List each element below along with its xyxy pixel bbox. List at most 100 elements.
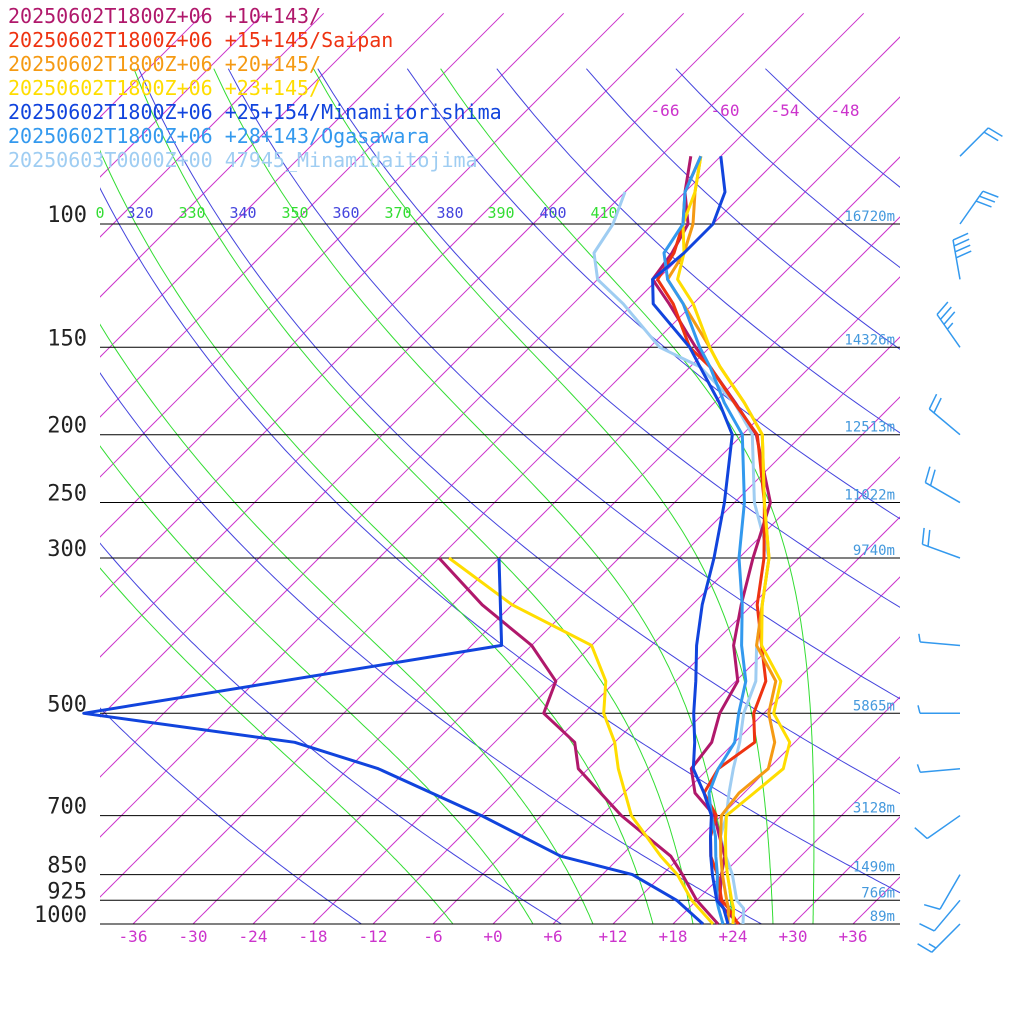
dry-adiabat-line (317, 68, 900, 608)
x-tick-label: -18 (299, 927, 328, 946)
theta-label: 330 (178, 204, 205, 222)
wind-barb-flag (924, 466, 931, 483)
dry-adiabat-line (100, 542, 562, 924)
wind-barb-flag (955, 250, 972, 259)
x-tick-label: +6 (543, 927, 562, 946)
isotherm-top-label: -60 (711, 101, 740, 120)
wind-barb-half-flag (917, 705, 921, 714)
isotherm-line (100, 12, 625, 538)
wind-barb-flag (982, 190, 999, 198)
theta-label: 380 (436, 204, 463, 222)
wind-barb-flag (927, 529, 931, 547)
moist-adiabat-line (100, 567, 454, 924)
theta-label: 0 (95, 204, 104, 222)
isotherm-line (100, 12, 805, 718)
wind-barb-flag (923, 903, 941, 910)
wind-barbs (914, 127, 1003, 953)
isotherm-line (100, 12, 865, 778)
moist-adiabat-line (100, 323, 594, 924)
wind-barb-flag (983, 131, 999, 142)
moist-adiabat-line (100, 149, 654, 924)
isotherm-line (372, 396, 900, 924)
temperature-line (676, 155, 792, 925)
theta-label: 370 (384, 204, 411, 222)
x-tick-label: -30 (179, 927, 208, 946)
wind-barb-staff (928, 408, 961, 436)
wind-barb-flag (943, 311, 956, 325)
wind-barb-flag (975, 200, 992, 208)
wind-barb-flag (952, 232, 969, 241)
legend-entry: 20250602T1800Z+06 +20+145/ (8, 52, 321, 76)
theta-label: 410 (590, 204, 617, 222)
wind-barb-half-flag (916, 764, 921, 773)
dry-adiabat-line (496, 68, 900, 434)
wind-barb-flag (914, 827, 928, 840)
x-tick-label: +12 (599, 927, 628, 946)
wind-barb-half-flag (946, 322, 954, 330)
wind-barb-staff (933, 899, 961, 932)
wind-barb-staff (952, 239, 961, 280)
theta-label: 320 (126, 204, 153, 222)
pressure-label: 850 (47, 854, 87, 879)
moist-adiabat-line (213, 68, 734, 924)
legend-entry: 20250602T1800Z+06 +15+145/Saipan (8, 28, 393, 52)
isotherm-line (100, 36, 900, 838)
x-tick-label: +0 (483, 927, 502, 946)
theta-label: 350 (281, 204, 308, 222)
isotherm-line (852, 876, 900, 924)
height-label: 11022m (844, 488, 895, 504)
isotherm-line (732, 756, 900, 924)
wind-barb-staff (959, 190, 984, 225)
pressure-label: 700 (47, 795, 87, 820)
legend-entry: 20250602T1800Z+06 +10+143/ (8, 4, 321, 28)
height-label: 5865m (853, 698, 895, 714)
height-label: 16720m (844, 209, 895, 225)
pressure-label: 1000 (34, 903, 87, 928)
height-label: 14326m (844, 332, 895, 348)
height-label: 89m (870, 909, 895, 925)
isotherm-line (192, 216, 900, 924)
legend: 20250602T1800Z+06 +10+143/20250602T1800Z… (8, 4, 502, 172)
isotherm-line (100, 96, 900, 898)
wind-barb-flag (939, 306, 952, 320)
isotherm-top-label: -48 (831, 101, 860, 120)
wind-barb-staff (959, 127, 989, 157)
wind-barb-flag (917, 943, 933, 953)
temperature-line (662, 155, 748, 925)
height-label: 9740m (853, 543, 895, 559)
wind-barb-staff (922, 543, 961, 559)
dry-adiabat-line (406, 68, 900, 520)
wind-barb-staff (939, 874, 961, 910)
height-label: 3128m (853, 801, 895, 817)
wind-barb-flag (933, 397, 942, 414)
wind-barb-staff (920, 641, 961, 647)
wind-barb-flag (928, 393, 938, 410)
height-label: 12513m (844, 420, 895, 436)
isotherm-line (552, 576, 900, 924)
height-label: 1490m (853, 860, 895, 876)
x-tick-label: -6 (423, 927, 442, 946)
dewpoint-line (448, 556, 715, 926)
pressure-label: 300 (47, 537, 87, 562)
wind-barb-flag (929, 469, 936, 486)
dewpoint-profiles (82, 556, 720, 926)
wind-barb-flag (953, 238, 970, 247)
wind-barb-flag (954, 244, 971, 253)
dewpoint-line (82, 557, 705, 926)
pressure-label: 200 (47, 414, 87, 439)
temperature-line (651, 156, 734, 925)
isobars: 100 16720m 150 14326m 200 12513m 250 11022m 300 9… (34, 203, 900, 928)
wind-barb-staff (926, 814, 961, 840)
x-tick-label: +24 (719, 927, 748, 946)
wind-barb-staff (931, 923, 961, 953)
x-tick-label: -36 (119, 927, 148, 946)
wind-barb-half-flag (928, 943, 937, 949)
pressure-label: 925 (47, 879, 87, 904)
wind-barb-staff (924, 481, 961, 504)
isotherm-line (100, 12, 745, 658)
isotherm-top-label: -66 (651, 101, 680, 120)
pressure-label: 150 (47, 326, 87, 351)
legend-entry: 20250602T1800Z+06 +25+154/Minamitorishim… (8, 100, 502, 124)
legend-entry: 20250603T0000Z+00 47945_Minamidaitojima (8, 148, 478, 172)
dry-adiabat-line (227, 68, 900, 700)
